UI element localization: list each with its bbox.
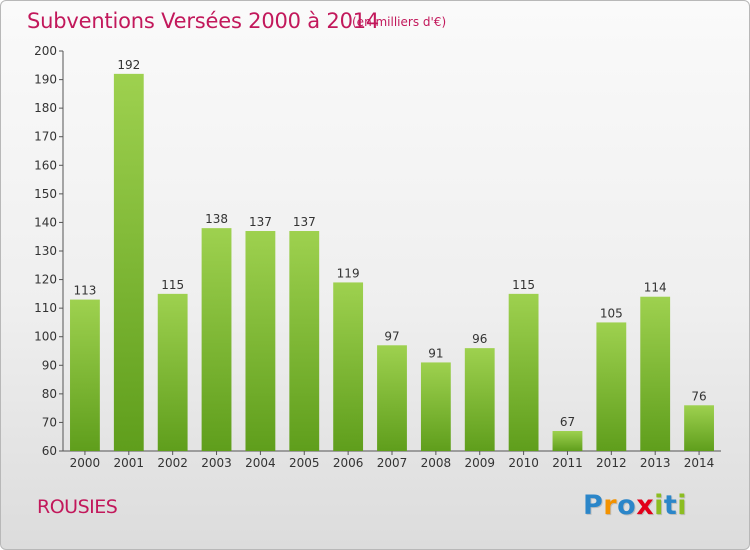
logo-letter: i [677, 490, 688, 521]
x-tick-label: 2010 [508, 456, 539, 470]
logo-letter: t [663, 490, 678, 521]
bar [420, 362, 451, 451]
y-tick-label: 140 [34, 215, 57, 229]
x-tick-label: 2002 [157, 456, 188, 470]
data-label: 137 [249, 215, 272, 229]
x-tick-label: 2011 [552, 456, 583, 470]
y-tick-label: 190 [34, 73, 57, 87]
data-label: 138 [205, 212, 228, 226]
logo-letter: P [583, 490, 604, 521]
x-tick-label: 2008 [421, 456, 452, 470]
bar [684, 405, 714, 451]
chart-title: Subventions Versées 2000 à 2014 [27, 9, 380, 33]
data-label: 113 [73, 284, 96, 298]
x-tick-label: 2001 [114, 456, 145, 470]
x-tick-label: 2013 [640, 456, 671, 470]
x-tick-label: 2009 [464, 456, 495, 470]
data-label: 76 [691, 389, 706, 403]
x-tick-label: 2003 [201, 456, 232, 470]
data-label: 115 [161, 278, 184, 292]
y-tick-label: 150 [34, 187, 57, 201]
data-label: 115 [512, 278, 535, 292]
bar [289, 231, 320, 451]
data-label: 91 [428, 346, 443, 360]
x-tick-label: 2000 [70, 456, 101, 470]
chart-subtitle: (en milliers d'€) [352, 15, 447, 29]
data-label: 105 [600, 306, 623, 320]
y-tick-label: 100 [34, 330, 57, 344]
bar [552, 431, 583, 451]
data-label: 119 [337, 266, 360, 280]
x-tick-label: 2014 [684, 456, 715, 470]
y-tick-label: 200 [34, 44, 57, 58]
bar [245, 231, 276, 451]
y-tick-label: 180 [34, 101, 57, 115]
y-tick-label: 160 [34, 158, 57, 172]
data-label: 97 [384, 329, 399, 343]
y-tick-label: 70 [42, 415, 57, 429]
y-tick-label: 80 [42, 387, 57, 401]
bar [508, 293, 539, 451]
commune-label: ROUSIES [37, 496, 118, 518]
x-tick-label: 2005 [289, 456, 320, 470]
data-label: 137 [293, 215, 316, 229]
y-tick-label: 60 [42, 444, 57, 458]
x-tick-label: 2006 [333, 456, 364, 470]
bar [464, 348, 495, 451]
bar [201, 228, 232, 451]
y-tick-label: 120 [34, 273, 57, 287]
bar [640, 296, 671, 451]
y-tick-label: 130 [34, 244, 57, 258]
x-tick-label: 2007 [377, 456, 408, 470]
data-label: 114 [644, 281, 667, 295]
bar [157, 293, 188, 451]
bar [377, 345, 407, 451]
bar [70, 299, 100, 451]
bar [113, 73, 144, 451]
x-tick-label: 2012 [596, 456, 627, 470]
x-tick-label: 2004 [245, 456, 276, 470]
y-tick-label: 90 [42, 358, 57, 372]
logo-letter: x [636, 490, 655, 521]
logo-letter: r [603, 490, 618, 521]
logo-letter: i [654, 490, 664, 521]
y-tick-label: 170 [34, 130, 57, 144]
data-label: 67 [560, 415, 575, 429]
bar [596, 322, 627, 451]
data-label: 192 [117, 58, 140, 72]
logo-letter: o [617, 490, 637, 521]
y-tick-label: 110 [34, 301, 57, 315]
proxiti-logo[interactable]: Proxiti [583, 490, 687, 521]
data-label: 96 [472, 332, 487, 346]
bar [333, 282, 364, 451]
